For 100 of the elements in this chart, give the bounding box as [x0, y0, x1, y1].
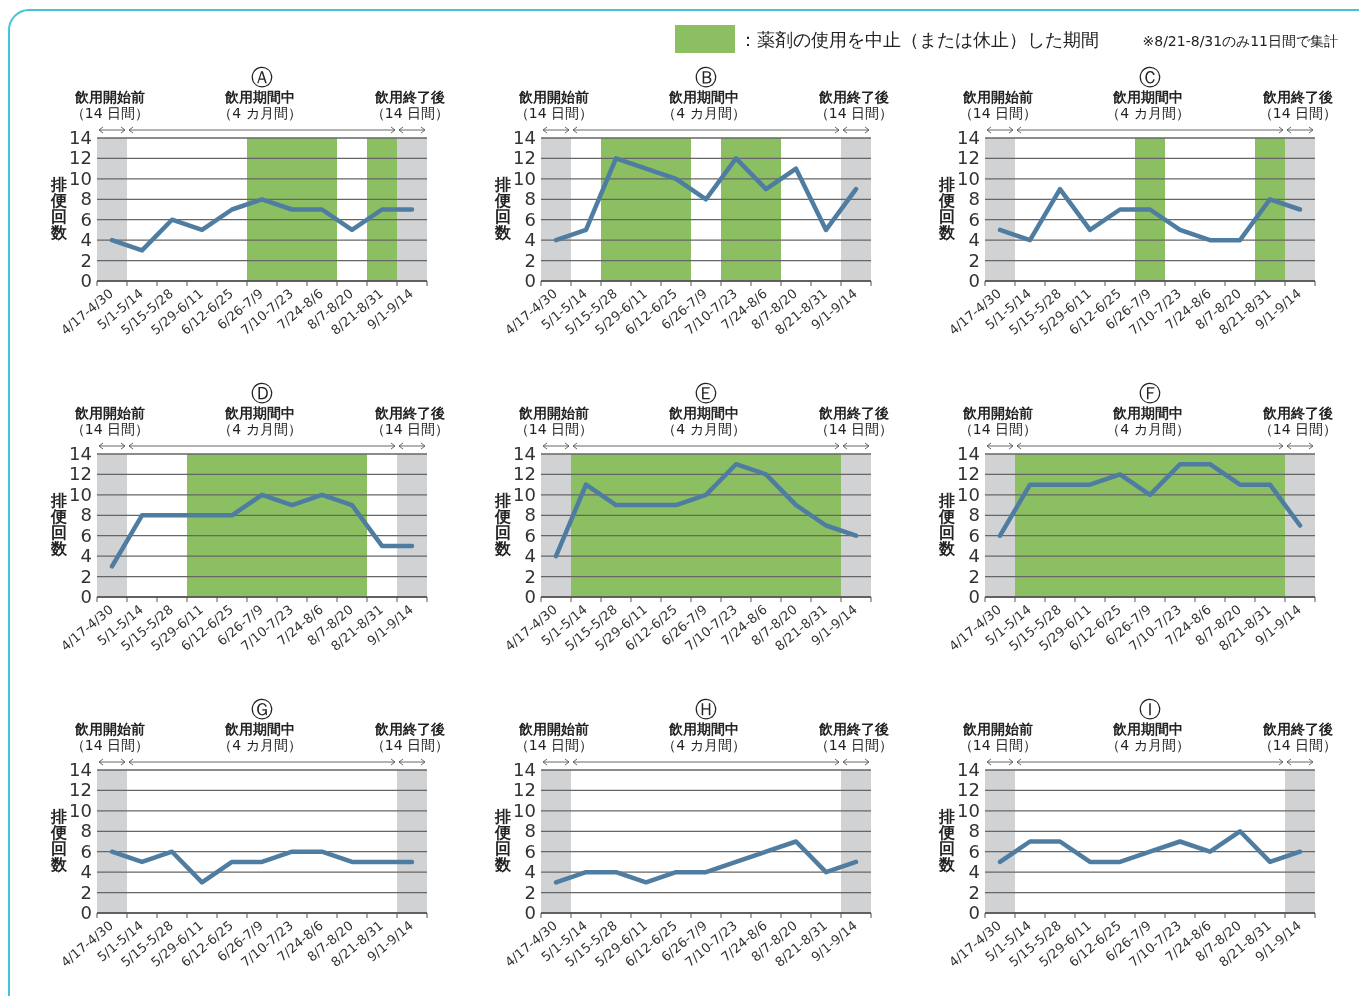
- y-tick-label: 2: [524, 565, 536, 587]
- text: 飲用終了後: [818, 721, 889, 737]
- y-tick-label: 10: [69, 167, 92, 189]
- y-tick-label: 10: [69, 799, 92, 821]
- y-tick-label: 0: [968, 270, 980, 291]
- y-tick-label: 8: [968, 820, 980, 842]
- y-tick-label: 4: [524, 545, 536, 567]
- y-tick-label: 12: [513, 779, 536, 801]
- legend: ：薬剤の使用を中止（または休止）した期間: [675, 25, 1099, 53]
- y-tick-label: 8: [80, 820, 92, 842]
- y-tick-label: 10: [513, 483, 536, 505]
- text: （14 日間）: [958, 737, 1038, 753]
- text: 飲用期間中: [224, 721, 295, 737]
- y-tick-label: 8: [524, 820, 536, 842]
- y-tick-label: 4: [80, 545, 92, 567]
- text: （4 カ月間）: [662, 421, 746, 437]
- y-tick-label: 12: [69, 147, 92, 169]
- y-tick-label: 14: [957, 759, 980, 780]
- text: （4 カ月間）: [1106, 421, 1190, 437]
- y-tick-label: 10: [513, 799, 536, 821]
- chart-title: Ⓔ: [695, 381, 717, 406]
- text: 飲用開始前: [74, 405, 145, 421]
- text: 飲用終了後: [818, 405, 889, 421]
- y-tick-label: 12: [957, 147, 980, 169]
- text: 飲用開始前: [518, 89, 589, 105]
- text: （14 日間）: [514, 737, 594, 753]
- text: （14 日間）: [1258, 737, 1338, 753]
- y-tick-label: 14: [513, 127, 536, 148]
- y-axis-title: 排便回数: [494, 491, 512, 558]
- line-series: [997, 829, 1303, 865]
- line-series: [553, 156, 859, 243]
- text: （4 カ月間）: [1106, 737, 1190, 753]
- text: 飲用期間中: [668, 405, 739, 421]
- y-tick-label: 6: [968, 524, 980, 546]
- legend-label: ：薬剤の使用を中止（または休止）した期間: [739, 29, 1099, 50]
- y-tick-label: 8: [968, 188, 980, 210]
- line-series: [109, 197, 415, 253]
- text: （14 日間）: [370, 421, 450, 437]
- y-tick-label: 2: [524, 881, 536, 903]
- y-axis-title: 排便回数: [938, 807, 956, 874]
- y-tick-label: 4: [968, 861, 980, 883]
- text: （14 日間）: [514, 105, 594, 121]
- text: （14 日間）: [814, 737, 894, 753]
- y-tick-label: 8: [80, 188, 92, 210]
- y-tick-label: 0: [524, 270, 536, 291]
- y-tick-label: 0: [968, 586, 980, 607]
- text: 飲用終了後: [374, 721, 445, 737]
- text: （4 カ月間）: [218, 737, 302, 753]
- text: （14 日間）: [370, 737, 450, 753]
- y-tick-label: 10: [513, 167, 536, 189]
- y-tick-label: 6: [524, 840, 536, 862]
- line-series: [553, 839, 859, 885]
- y-tick-label: 2: [968, 565, 980, 587]
- y-axis-title: 排便回数: [494, 807, 512, 874]
- y-axis-title: 排便回数: [50, 175, 68, 242]
- y-tick-label: 14: [957, 127, 980, 148]
- y-tick-label: 4: [524, 229, 536, 251]
- y-tick-label: 0: [80, 270, 92, 291]
- line-series: [997, 186, 1303, 243]
- y-axis-title: 排便回数: [50, 807, 68, 874]
- line-series: [997, 461, 1303, 538]
- y-tick-label: 10: [957, 483, 980, 505]
- text: （14 日間）: [370, 105, 450, 121]
- y-tick-label: 0: [80, 586, 92, 607]
- y-tick-label: 6: [524, 208, 536, 230]
- y-tick-label: 8: [524, 504, 536, 526]
- y-tick-label: 14: [69, 443, 92, 464]
- text: （14 日間）: [70, 421, 150, 437]
- chart-title: Ⓕ: [1139, 381, 1161, 406]
- text: （14 日間）: [958, 105, 1038, 121]
- y-tick-label: 14: [513, 443, 536, 464]
- text: （14 日間）: [70, 737, 150, 753]
- y-tick-label: 4: [968, 545, 980, 567]
- text: 飲用終了後: [1262, 89, 1333, 105]
- y-tick-label: 2: [80, 565, 92, 587]
- y-tick-label: 14: [957, 443, 980, 464]
- y-tick-label: 2: [80, 881, 92, 903]
- chart-title: Ⓖ: [251, 697, 273, 722]
- text: 飲用期間中: [1112, 89, 1183, 105]
- y-tick-label: 12: [513, 463, 536, 485]
- y-tick-label: 12: [69, 779, 92, 801]
- y-tick-label: 0: [524, 586, 536, 607]
- y-tick-label: 12: [957, 779, 980, 801]
- y-tick-label: 4: [80, 861, 92, 883]
- y-tick-label: 0: [524, 902, 536, 923]
- y-tick-label: 2: [968, 881, 980, 903]
- y-tick-label: 10: [957, 167, 980, 189]
- y-tick-label: 8: [968, 504, 980, 526]
- y-axis-title: 排便回数: [494, 175, 512, 242]
- line-series: [109, 492, 415, 569]
- text: 飲用開始前: [74, 721, 145, 737]
- y-tick-label: 10: [957, 799, 980, 821]
- text: 飲用開始前: [518, 405, 589, 421]
- y-tick-label: 14: [69, 127, 92, 148]
- text: 飲用期間中: [668, 89, 739, 105]
- y-tick-label: 6: [80, 524, 92, 546]
- text: （4 カ月間）: [218, 105, 302, 121]
- y-tick-label: 2: [968, 249, 980, 271]
- y-tick-label: 4: [80, 229, 92, 251]
- y-axis-title: 排便回数: [938, 491, 956, 558]
